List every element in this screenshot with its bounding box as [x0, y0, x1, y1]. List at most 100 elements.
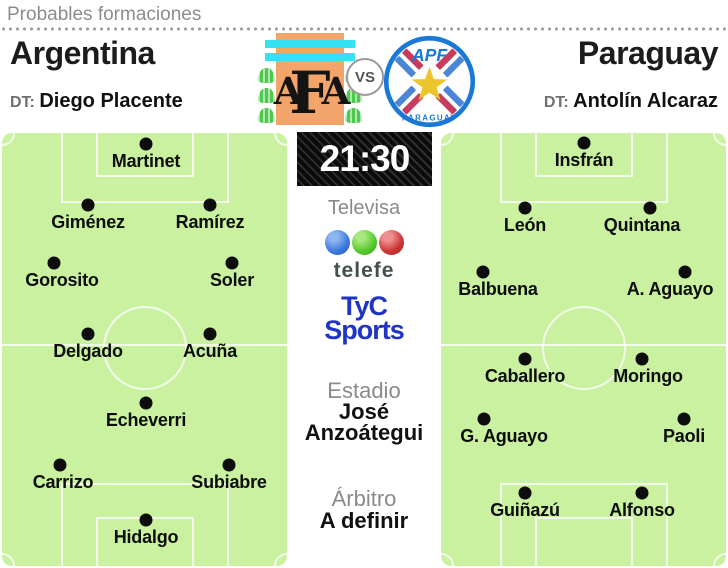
player-name: Moringo — [613, 366, 683, 386]
telefe-logo-icon — [288, 230, 440, 255]
afa-shield — [276, 33, 344, 125]
penalty-box-line — [499, 483, 668, 566]
player-name: A. Aguayo — [626, 279, 714, 299]
player-name: Acuña — [182, 341, 238, 361]
afa-monogram: A F A — [273, 58, 351, 127]
referee-name: A definir — [319, 508, 409, 533]
player-name: Guiñazú — [490, 500, 560, 520]
player-dot-icon — [203, 327, 217, 341]
player-dot-icon — [139, 396, 153, 410]
player-name: Balbuena — [458, 279, 538, 299]
svg-text:APF: APF — [411, 45, 449, 65]
player-dot-icon — [476, 265, 490, 279]
laurel-leaf-icon — [345, 108, 362, 123]
penalty-box-line — [60, 133, 229, 203]
kickoff-time: 21:30 — [319, 138, 411, 179]
team-name-paraguay: Paraguay — [577, 35, 719, 71]
player-name: Subiabre — [191, 472, 267, 492]
penalty-box-line — [499, 133, 668, 203]
stadium-name-line2: Anzoátegui — [304, 420, 424, 445]
player-name: Carrizo — [32, 472, 94, 492]
player-dot-icon — [635, 486, 649, 500]
player-name: Caballero — [484, 366, 566, 386]
player-name: G. Aguayo — [460, 426, 548, 446]
player-name: Insfrán — [554, 150, 614, 170]
stadium-name: José Anzoátegui — [288, 399, 440, 445]
player-name: Soler — [209, 270, 255, 290]
afa-letter: A — [321, 69, 351, 113]
corner-arc — [441, 133, 454, 146]
player-name: Martinet — [111, 151, 181, 171]
coach-name-paraguay: Antolín Alcaraz — [573, 90, 718, 112]
player-name: Paoli — [662, 426, 706, 446]
player-name: Gorosito — [25, 270, 99, 290]
team-header-argentina: Argentina DT: Diego Placente — [10, 36, 260, 113]
vs-badge: VS — [346, 58, 384, 96]
pitch-paraguay: Insfrán León Quintana Balbuena A. Aguayo Caba… — [441, 133, 726, 566]
player-name: Hidalgo — [113, 527, 179, 547]
telefe-blue-circle-icon — [324, 230, 350, 255]
dt-label: DT: — [543, 94, 569, 111]
dotted-separator — [0, 27, 728, 31]
pitch-argentina: Martinet Giménez Ramírez Gorosito Soler Delga… — [2, 133, 287, 566]
dt-label: DT: — [10, 94, 35, 111]
corner-arc — [713, 553, 726, 566]
laurel-leaf-icon — [258, 68, 275, 83]
coach-name-argentina: Diego Placente — [39, 90, 183, 112]
goal-area-line — [534, 517, 633, 566]
stadium-name-line1: José — [338, 399, 390, 424]
player-dot-icon — [477, 412, 491, 426]
player-dot-icon — [53, 458, 67, 472]
broadcaster-televisa: Televisa — [327, 197, 401, 219]
telefe-green-circle-icon — [351, 230, 377, 255]
stadium-label: Estadio — [327, 378, 401, 403]
center-circle-line — [102, 306, 187, 390]
player-dot-icon — [518, 486, 532, 500]
referee-label: Árbitro — [331, 486, 397, 511]
afa-letter: A — [273, 69, 303, 113]
corner-arc — [274, 553, 287, 566]
player-dot-icon — [47, 256, 61, 270]
player-dot-icon — [222, 458, 236, 472]
svg-text:PARAGUAY: PARAGUAY — [402, 114, 457, 123]
corner-arc — [2, 133, 15, 146]
afa-cyan-stripe — [265, 53, 355, 61]
player-dot-icon — [139, 513, 153, 527]
player-name: Quintana — [603, 215, 681, 235]
player-dot-icon — [203, 198, 217, 212]
star-icon — [411, 66, 448, 101]
player-dot-icon — [139, 137, 153, 151]
team-name-argentina: Argentina — [10, 35, 155, 71]
coach-line-paraguay: DT: Antolín Alcaraz — [468, 90, 718, 113]
player-name: Ramírez — [175, 212, 245, 232]
player-dot-icon — [81, 198, 95, 212]
apf-crest-icon: APF PARAGUAY — [383, 35, 476, 128]
corner-arc — [2, 553, 15, 566]
afa-letter: F — [289, 59, 331, 127]
afa-cyan-stripe — [265, 40, 355, 48]
page-title: Probables formaciones — [7, 4, 202, 25]
player-name: León — [503, 215, 547, 235]
player-dot-icon — [643, 201, 657, 215]
player-dot-icon — [635, 352, 649, 366]
corner-arc — [441, 553, 454, 566]
player-dot-icon — [225, 256, 239, 270]
kickoff-time-banner: 21:30 — [297, 132, 432, 186]
penalty-box-line — [60, 483, 229, 566]
player-dot-icon — [677, 412, 691, 426]
player-dot-icon — [678, 265, 692, 279]
player-dot-icon — [518, 201, 532, 215]
player-name: Giménez — [51, 212, 125, 232]
player-dot-icon — [577, 136, 591, 150]
tyc-line1: TyC — [340, 291, 388, 321]
goal-area-line — [95, 133, 194, 177]
player-dot-icon — [518, 352, 532, 366]
player-name: Alfonso — [609, 500, 675, 520]
tyc-line2: Sports — [324, 315, 405, 345]
coach-line-argentina: DT: Diego Placente — [10, 90, 260, 113]
corner-arc — [274, 133, 287, 146]
player-dot-icon — [81, 327, 95, 341]
player-name: Delgado — [53, 341, 123, 361]
laurel-leaf-icon — [258, 108, 275, 123]
